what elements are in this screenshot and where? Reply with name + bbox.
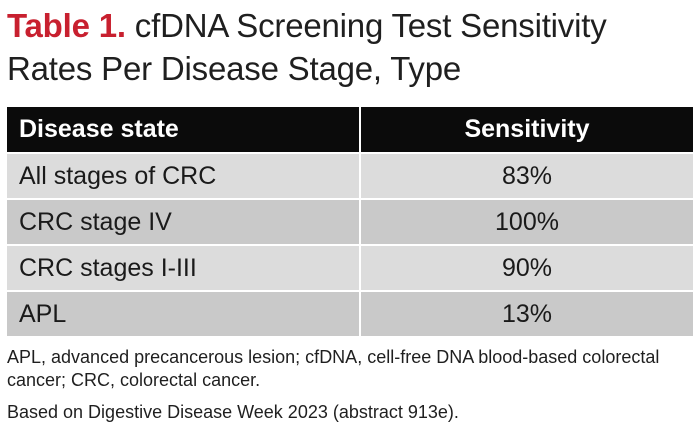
table-footnotes: APL, advanced precancerous lesion; cfDNA… [7,346,693,424]
sensitivity-cell: 90% [360,246,693,290]
disease-state-cell: APL [7,292,359,336]
table-row: CRC stages I-III 90% [7,244,693,290]
disease-state-cell: CRC stage IV [7,200,359,244]
table-row: APL 13% [7,290,693,336]
table-header-row: Disease state Sensitivity [7,107,693,152]
header-sensitivity: Sensitivity [360,107,693,152]
table-row: CRC stage IV 100% [7,198,693,244]
table-title: Table 1. cfDNA Screening Test Sensitivit… [7,4,693,90]
abbreviations-note: APL, advanced precancerous lesion; cfDNA… [7,347,660,390]
table-number-label: Table 1. [7,7,126,44]
sensitivity-cell: 13% [360,292,693,336]
sensitivity-table: Disease state Sensitivity All stages of … [7,107,693,336]
disease-state-cell: All stages of CRC [7,154,359,198]
sensitivity-cell: 100% [360,200,693,244]
table-title-text: cfDNA Screening Test Sensitivity Rates P… [7,7,607,87]
header-disease-state: Disease state [7,107,359,152]
source-note: Based on Digestive Disease Week 2023 (ab… [7,402,459,422]
disease-state-cell: CRC stages I-III [7,246,359,290]
sensitivity-cell: 83% [360,154,693,198]
table-row: All stages of CRC 83% [7,152,693,198]
